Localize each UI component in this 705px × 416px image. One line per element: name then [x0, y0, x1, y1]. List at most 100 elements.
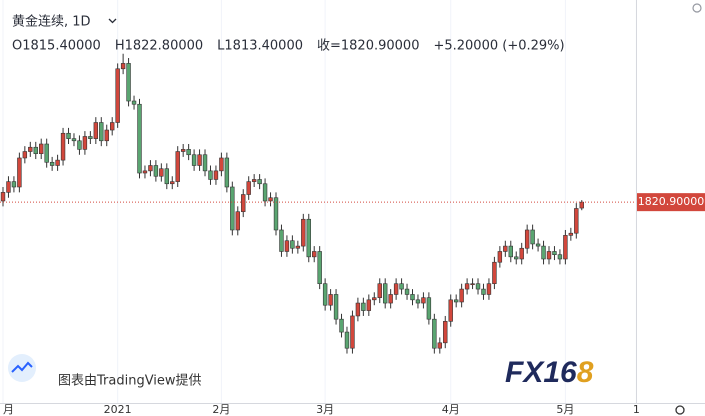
candle-body — [11, 181, 17, 188]
candle-body — [213, 170, 219, 180]
candle-body — [126, 63, 131, 102]
candle-body — [557, 254, 563, 260]
candle-body — [104, 129, 109, 142]
candle-body — [530, 229, 535, 245]
candle-body — [273, 197, 279, 231]
candle-body — [574, 208, 579, 234]
candle-body — [33, 146, 38, 154]
candle-body — [301, 218, 306, 247]
menu-icon[interactable] — [692, 3, 702, 13]
tv-logo — [11, 361, 33, 373]
candle-body — [448, 299, 453, 322]
candle-body — [202, 154, 208, 172]
x-tick-label: 4月 — [442, 403, 460, 416]
candle-body — [230, 186, 235, 231]
candle-body — [497, 251, 503, 263]
legend-item: O1815.40000 — [12, 39, 101, 54]
legend-item: H1822.80000 — [115, 39, 203, 54]
candle-body — [82, 136, 88, 150]
candle-body — [306, 218, 311, 258]
candle-body — [372, 297, 377, 301]
candle-body — [93, 122, 99, 139]
x-tick-label: 1 — [633, 403, 640, 416]
candle-body — [393, 283, 399, 295]
candle-body — [475, 283, 481, 290]
ohlc-legend: O1815.40000 H1822.80000 L1813.40000 收=1820.… — [12, 39, 565, 54]
candle-body — [191, 154, 197, 166]
watermark: 图表由TradingView提供 — [8, 354, 202, 389]
candle-body — [524, 229, 530, 249]
candle-body — [197, 154, 202, 166]
candle-body — [481, 288, 486, 295]
gear[interactable] — [675, 405, 685, 415]
x-tick-label: 2月 — [212, 403, 230, 416]
candle-body — [208, 170, 213, 180]
candle-body — [71, 138, 77, 142]
x-tick-label: 5月 — [556, 403, 574, 416]
candle-body — [44, 143, 49, 163]
candle-body — [470, 283, 475, 286]
candle-body — [350, 315, 355, 349]
candle-body — [235, 211, 240, 231]
candle-body — [492, 261, 497, 285]
symbol-title[interactable]: 黄金连续, 1D — [12, 14, 91, 30]
candle-body — [579, 201, 584, 209]
candle-body — [153, 165, 159, 177]
candle-body — [142, 170, 148, 174]
candle-body — [377, 283, 382, 298]
x-tick-label: 月 — [3, 403, 14, 416]
candle-body — [148, 165, 153, 172]
candles — [0, 53, 584, 354]
logo: FX168 — [505, 356, 594, 389]
candle-body — [361, 302, 366, 311]
candle-body — [251, 179, 257, 182]
candle-body — [535, 243, 541, 247]
candle-body — [404, 288, 410, 295]
candle-body — [110, 122, 115, 131]
candle-body — [22, 151, 28, 159]
candle-body — [241, 194, 246, 213]
logo-accent: 8 — [577, 356, 594, 389]
candle-body — [131, 100, 137, 105]
candle-body — [464, 283, 470, 290]
candle-body — [519, 247, 524, 260]
candle-body — [6, 181, 11, 193]
candle-body — [257, 179, 262, 185]
candle-body — [290, 240, 295, 249]
candle-body — [28, 146, 33, 152]
candle-body — [219, 157, 224, 172]
candle-body — [443, 321, 448, 344]
candle-body — [382, 283, 388, 304]
logo-text: FX16 — [505, 356, 577, 389]
symbol-dropdown[interactable] — [108, 18, 117, 24]
candle-body — [437, 342, 442, 349]
candle-body — [432, 318, 437, 349]
candle-body — [453, 299, 459, 303]
settings-icon[interactable] — [675, 405, 685, 415]
legend-item: 收=1820.90000 — [317, 39, 419, 54]
candle-body — [399, 283, 404, 290]
candle-body — [17, 157, 22, 188]
candle-body — [115, 68, 120, 123]
legend-item: +5.20000 (+0.29%) — [433, 39, 564, 54]
candle-body — [503, 245, 508, 252]
candle-body — [486, 283, 492, 295]
candle-body — [180, 149, 186, 152]
x-tick-label: 2021 — [104, 403, 132, 416]
candle-body — [246, 181, 251, 195]
candle-body — [546, 251, 552, 260]
candle-body — [186, 149, 191, 156]
candle-body — [77, 140, 82, 150]
candle-body — [159, 168, 164, 177]
watermark-text: 图表由TradingView提供 — [58, 373, 202, 389]
candle-body — [295, 245, 301, 249]
tv-logo-bg — [8, 354, 36, 382]
candle-body — [284, 240, 290, 252]
candle-body — [541, 245, 546, 260]
candle-body — [60, 132, 66, 161]
candle-body — [344, 331, 350, 349]
candle-body — [39, 143, 44, 154]
candle-body — [164, 168, 169, 185]
